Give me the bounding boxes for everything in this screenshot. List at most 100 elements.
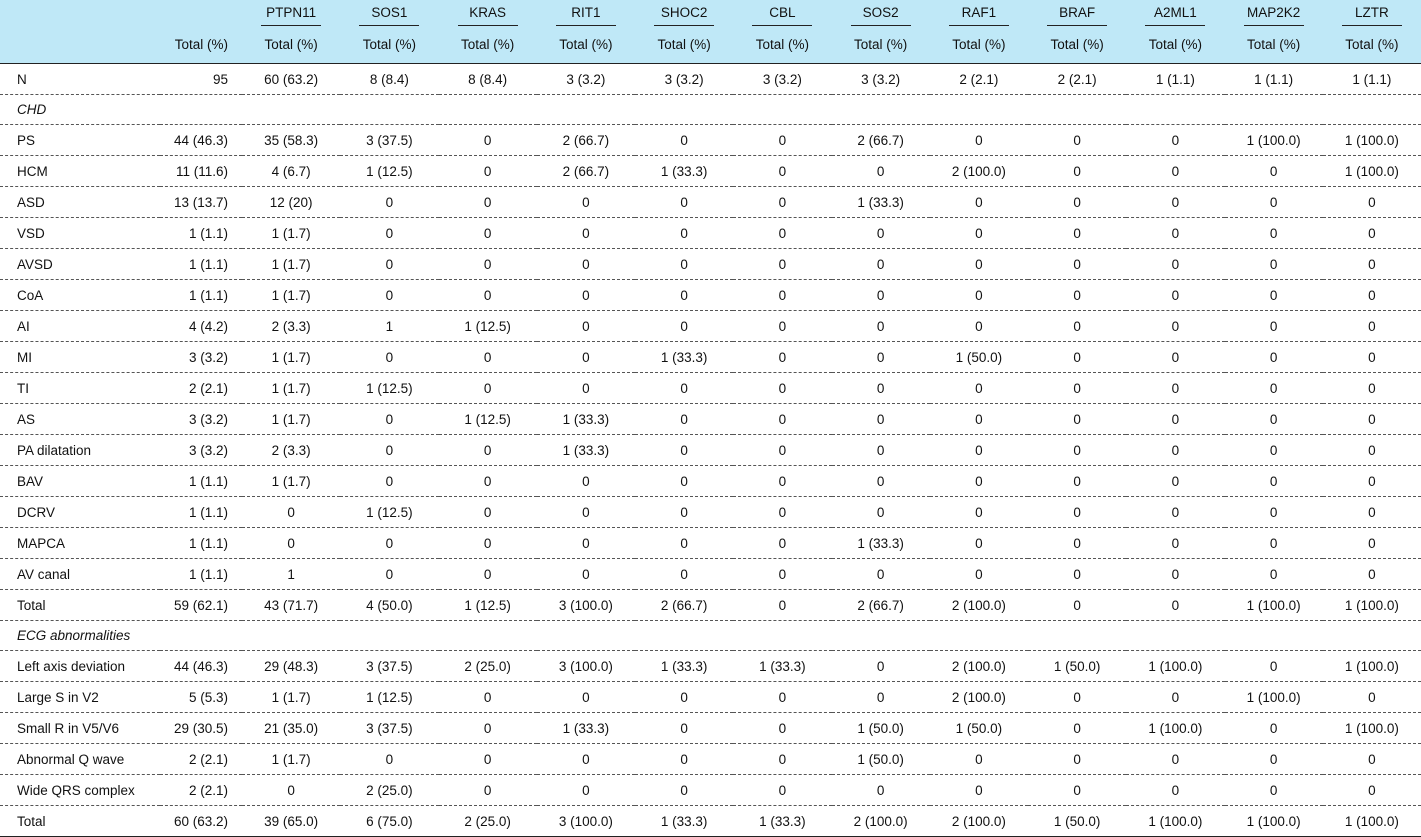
gene-value-cell: 3 (100.0)	[536, 589, 635, 621]
gene-value-cell: 0	[536, 527, 635, 559]
gene-value-cell: 2 (100.0)	[929, 805, 1028, 837]
gene-value-cell: 0	[1322, 341, 1421, 373]
gene-value-cell: 1 (50.0)	[929, 712, 1028, 744]
gene-value-cell: 1 (33.3)	[635, 341, 734, 373]
gene-value-cell: 0	[1224, 186, 1323, 218]
gene-value-cell: 1 (50.0)	[929, 341, 1028, 373]
row-label: MAPCA	[0, 527, 160, 559]
gene-value-cell: 3 (100.0)	[536, 650, 635, 682]
gene-value-cell: 0	[733, 434, 832, 466]
gene-value-cell: 0	[1126, 558, 1225, 590]
gene-total-header: Total (%)	[1323, 31, 1421, 64]
gene-value-cell: 4 (6.7)	[242, 155, 341, 187]
gene-value-cell: 0	[733, 712, 832, 744]
gene-value-cell: 0	[635, 310, 734, 342]
gene-value-cell: 0	[1126, 310, 1225, 342]
gene-value-cell: 0	[1322, 774, 1421, 806]
subheader-row: Total (%) Total (%) Total (%) Total (%) Tota…	[0, 31, 1421, 64]
gene-value-cell: 1 (12.5)	[340, 372, 439, 404]
gene-value-cell: 2 (66.7)	[831, 124, 930, 156]
row-label: AS	[0, 403, 160, 435]
gene-value-cell: 0	[733, 403, 832, 435]
overall-total-cell: 1 (1.1)	[160, 217, 242, 249]
gene-value-cell: 0	[536, 496, 635, 528]
gene-value-cell: 1 (33.3)	[536, 434, 635, 466]
gene-value-cell: 0	[1126, 434, 1225, 466]
gene-value-cell: 8 (8.4)	[438, 63, 537, 95]
gene-name: BRAF	[1047, 5, 1108, 26]
gene-value-cell: 0	[1028, 217, 1127, 249]
gene-value-cell: 0	[1322, 496, 1421, 528]
total-percent-label: Total (%)	[264, 37, 318, 52]
gene-value-cell: 0	[929, 774, 1028, 806]
gene-value-cell: 29 (48.3)	[242, 650, 341, 682]
gene-value-cell: 1 (1.7)	[242, 372, 341, 404]
gene-value-cell: 0	[1126, 527, 1225, 559]
gene-value-cell: 1 (1.7)	[242, 248, 341, 280]
gene-value-cell: 3 (3.2)	[733, 63, 832, 95]
gene-value-cell: 0	[929, 403, 1028, 435]
row-label: Small R in V5/V6	[0, 712, 160, 744]
gene-value-cell: 1 (1.7)	[242, 743, 341, 775]
overall-total-cell: 2 (2.1)	[160, 743, 242, 775]
gene-value-cell: 1 (1.1)	[1224, 63, 1323, 95]
gene-value-cell: 0	[1322, 527, 1421, 559]
gene-value-cell: 0	[536, 774, 635, 806]
gene-value-cell: 0	[536, 186, 635, 218]
row-label: N	[0, 63, 160, 95]
gene-header-cell: LZTR	[1323, 0, 1421, 31]
total-percent-label: Total (%)	[559, 37, 613, 52]
gene-value-cell: 0	[438, 774, 537, 806]
gene-value-cell: 0	[340, 465, 439, 497]
gene-value-cell: 2 (100.0)	[929, 155, 1028, 187]
gene-value-cell: 0	[635, 712, 734, 744]
gene-value-cell: 0	[438, 496, 537, 528]
gene-value-cell: 2 (25.0)	[438, 805, 537, 837]
gene-value-cell: 39 (65.0)	[242, 805, 341, 837]
gene-value-cell: 0	[929, 434, 1028, 466]
gene-value-cell: 0	[1028, 186, 1127, 218]
section-title: CHD	[0, 94, 1421, 125]
gene-value-cell: 1 (100.0)	[1224, 124, 1323, 156]
gene-value-cell: 0	[536, 465, 635, 497]
gene-value-cell: 0	[1224, 217, 1323, 249]
gene-total-header: Total (%)	[832, 31, 930, 64]
row-label: PA dilatation	[0, 434, 160, 466]
gene-value-cell: 0	[1028, 465, 1127, 497]
gene-value-cell: 0	[733, 372, 832, 404]
table-row: Small R in V5/V6 29 (30.5) 21 (35.0) 3 (37.…	[0, 712, 1421, 744]
gene-value-cell: 0	[438, 248, 537, 280]
gene-value-cell: 0	[635, 774, 734, 806]
gene-value-cell: 0	[1322, 434, 1421, 466]
gene-value-cell: 0	[733, 558, 832, 590]
table-row: Large S in V2 5 (5.3) 1 (1.7) 1 (12.5) 0 0 0 0 0…	[0, 681, 1421, 713]
gene-value-cell: 0	[635, 403, 734, 435]
gene-value-cell: 0	[1126, 186, 1225, 218]
gene-value-cell: 1 (100.0)	[1224, 805, 1323, 837]
gene-value-cell: 0	[438, 279, 537, 311]
gene-value-cell: 1 (1.1)	[1126, 63, 1225, 95]
gene-value-cell: 0	[1322, 217, 1421, 249]
gene-value-cell: 0	[1126, 372, 1225, 404]
gene-value-cell: 0	[1224, 310, 1323, 342]
gene-value-cell: 1 (33.3)	[831, 527, 930, 559]
gene-value-cell: 0	[733, 774, 832, 806]
gene-value-cell: 0	[1224, 248, 1323, 280]
gene-value-cell: 0	[1126, 403, 1225, 435]
total-percent-label: Total (%)	[362, 37, 416, 52]
gene-value-cell: 0	[1224, 403, 1323, 435]
gene-name: CBL	[752, 5, 813, 26]
gene-value-cell: 0	[1126, 589, 1225, 621]
gene-name: A2ML1	[1145, 5, 1206, 26]
table-row: AS 3 (3.2) 1 (1.7) 0 1 (12.5) 1 (33.3) 0 0 0 0 0 0 0…	[0, 403, 1421, 435]
gene-value-cell: 0	[635, 527, 734, 559]
gene-value-cell: 0	[438, 465, 537, 497]
gene-value-cell: 0	[635, 465, 734, 497]
gene-value-cell: 1 (100.0)	[1224, 681, 1323, 713]
gene-value-cell: 0	[733, 248, 832, 280]
overall-total-cell: 1 (1.1)	[160, 558, 242, 590]
gene-value-cell: 2 (66.7)	[635, 589, 734, 621]
table-row: PS 44 (46.3) 35 (58.3) 3 (37.5) 0 2 (66.7) 0 0 2…	[0, 124, 1421, 156]
row-label: DCRV	[0, 496, 160, 528]
